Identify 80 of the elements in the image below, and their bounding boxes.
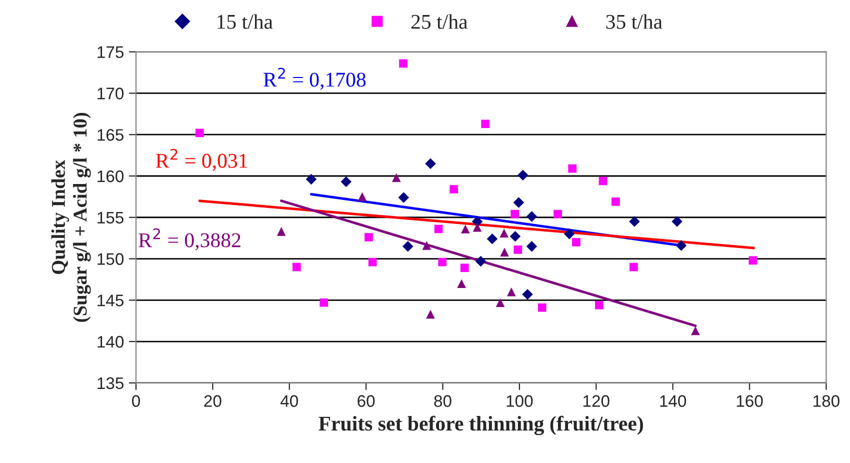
point xyxy=(672,216,682,227)
x-tick-label: 80 xyxy=(434,395,452,407)
annotation: R$^{2}$ = 0,031 xyxy=(156,148,248,171)
point xyxy=(481,120,490,128)
point xyxy=(368,258,377,266)
annotation: R$^{2}$ = 0,3882 xyxy=(138,228,240,250)
annotation: R$^{2}$ = 0,1708 xyxy=(264,68,366,90)
point xyxy=(538,303,546,312)
point xyxy=(434,224,443,234)
x-tick-label: 120 xyxy=(584,395,610,407)
point xyxy=(691,326,700,336)
point xyxy=(320,298,328,307)
point xyxy=(475,256,486,267)
point xyxy=(510,231,521,242)
point xyxy=(392,173,401,182)
y-tick-label: 160 xyxy=(98,170,124,182)
point xyxy=(595,300,604,310)
y-tick-label: 170 xyxy=(98,88,124,100)
point xyxy=(402,240,414,252)
x-tick-label: 140 xyxy=(660,395,686,407)
point xyxy=(422,241,432,250)
point xyxy=(554,210,562,218)
point xyxy=(364,233,373,242)
y-tick-label: 165 xyxy=(98,129,124,141)
legend-label: 35 t/ha xyxy=(606,14,662,29)
point xyxy=(306,174,317,185)
y-tick-label: 135 xyxy=(98,377,124,390)
point xyxy=(276,227,286,236)
x-axis-title: Fruits set before thinning (fruit/tree) xyxy=(318,416,643,436)
y-tick-label: 175 xyxy=(98,46,124,58)
y-tick-label: 140 xyxy=(98,336,124,348)
point xyxy=(630,262,638,272)
point xyxy=(564,228,575,240)
point xyxy=(486,234,498,244)
x-tick-label: 180 xyxy=(814,395,840,407)
point xyxy=(500,228,508,238)
point xyxy=(460,224,470,234)
point xyxy=(568,164,577,173)
point xyxy=(426,310,435,319)
point xyxy=(612,197,620,206)
point xyxy=(518,170,528,181)
x-tick-label: 60 xyxy=(358,395,375,407)
point xyxy=(500,248,509,257)
point xyxy=(425,158,436,169)
point xyxy=(292,262,301,272)
y-tick-label: 155 xyxy=(98,212,124,224)
point xyxy=(513,197,524,208)
point xyxy=(676,240,687,251)
x-tick-label: 160 xyxy=(736,395,763,407)
legend-label: 25 t/ha xyxy=(411,14,468,29)
point xyxy=(572,238,580,246)
point xyxy=(472,222,482,232)
x-tick-label: 20 xyxy=(204,395,222,407)
point xyxy=(526,211,538,222)
point xyxy=(398,192,410,203)
point xyxy=(526,240,538,252)
point xyxy=(460,264,469,272)
point xyxy=(629,216,640,227)
point xyxy=(195,128,204,138)
point xyxy=(457,279,466,288)
y-tick-label: 145 xyxy=(98,294,124,306)
point xyxy=(358,192,367,202)
y-tick-label: 150 xyxy=(98,253,124,265)
point xyxy=(399,59,408,68)
y-axis-title: Quality Index (Sugar g/l + Acid g/l * 10) xyxy=(51,112,91,322)
point xyxy=(438,258,447,266)
point xyxy=(598,176,608,186)
point xyxy=(522,288,533,300)
point xyxy=(510,210,520,218)
x-tick-label: 100 xyxy=(506,395,533,407)
point xyxy=(472,216,483,227)
legend-label: 15 t/ha xyxy=(218,14,273,29)
x-tick-label: 0 xyxy=(132,395,140,407)
point xyxy=(514,245,522,254)
point xyxy=(340,176,352,188)
x-tick-label: 40 xyxy=(280,395,298,407)
point xyxy=(507,287,516,296)
point xyxy=(748,256,758,265)
point xyxy=(450,185,458,194)
point xyxy=(496,298,505,308)
